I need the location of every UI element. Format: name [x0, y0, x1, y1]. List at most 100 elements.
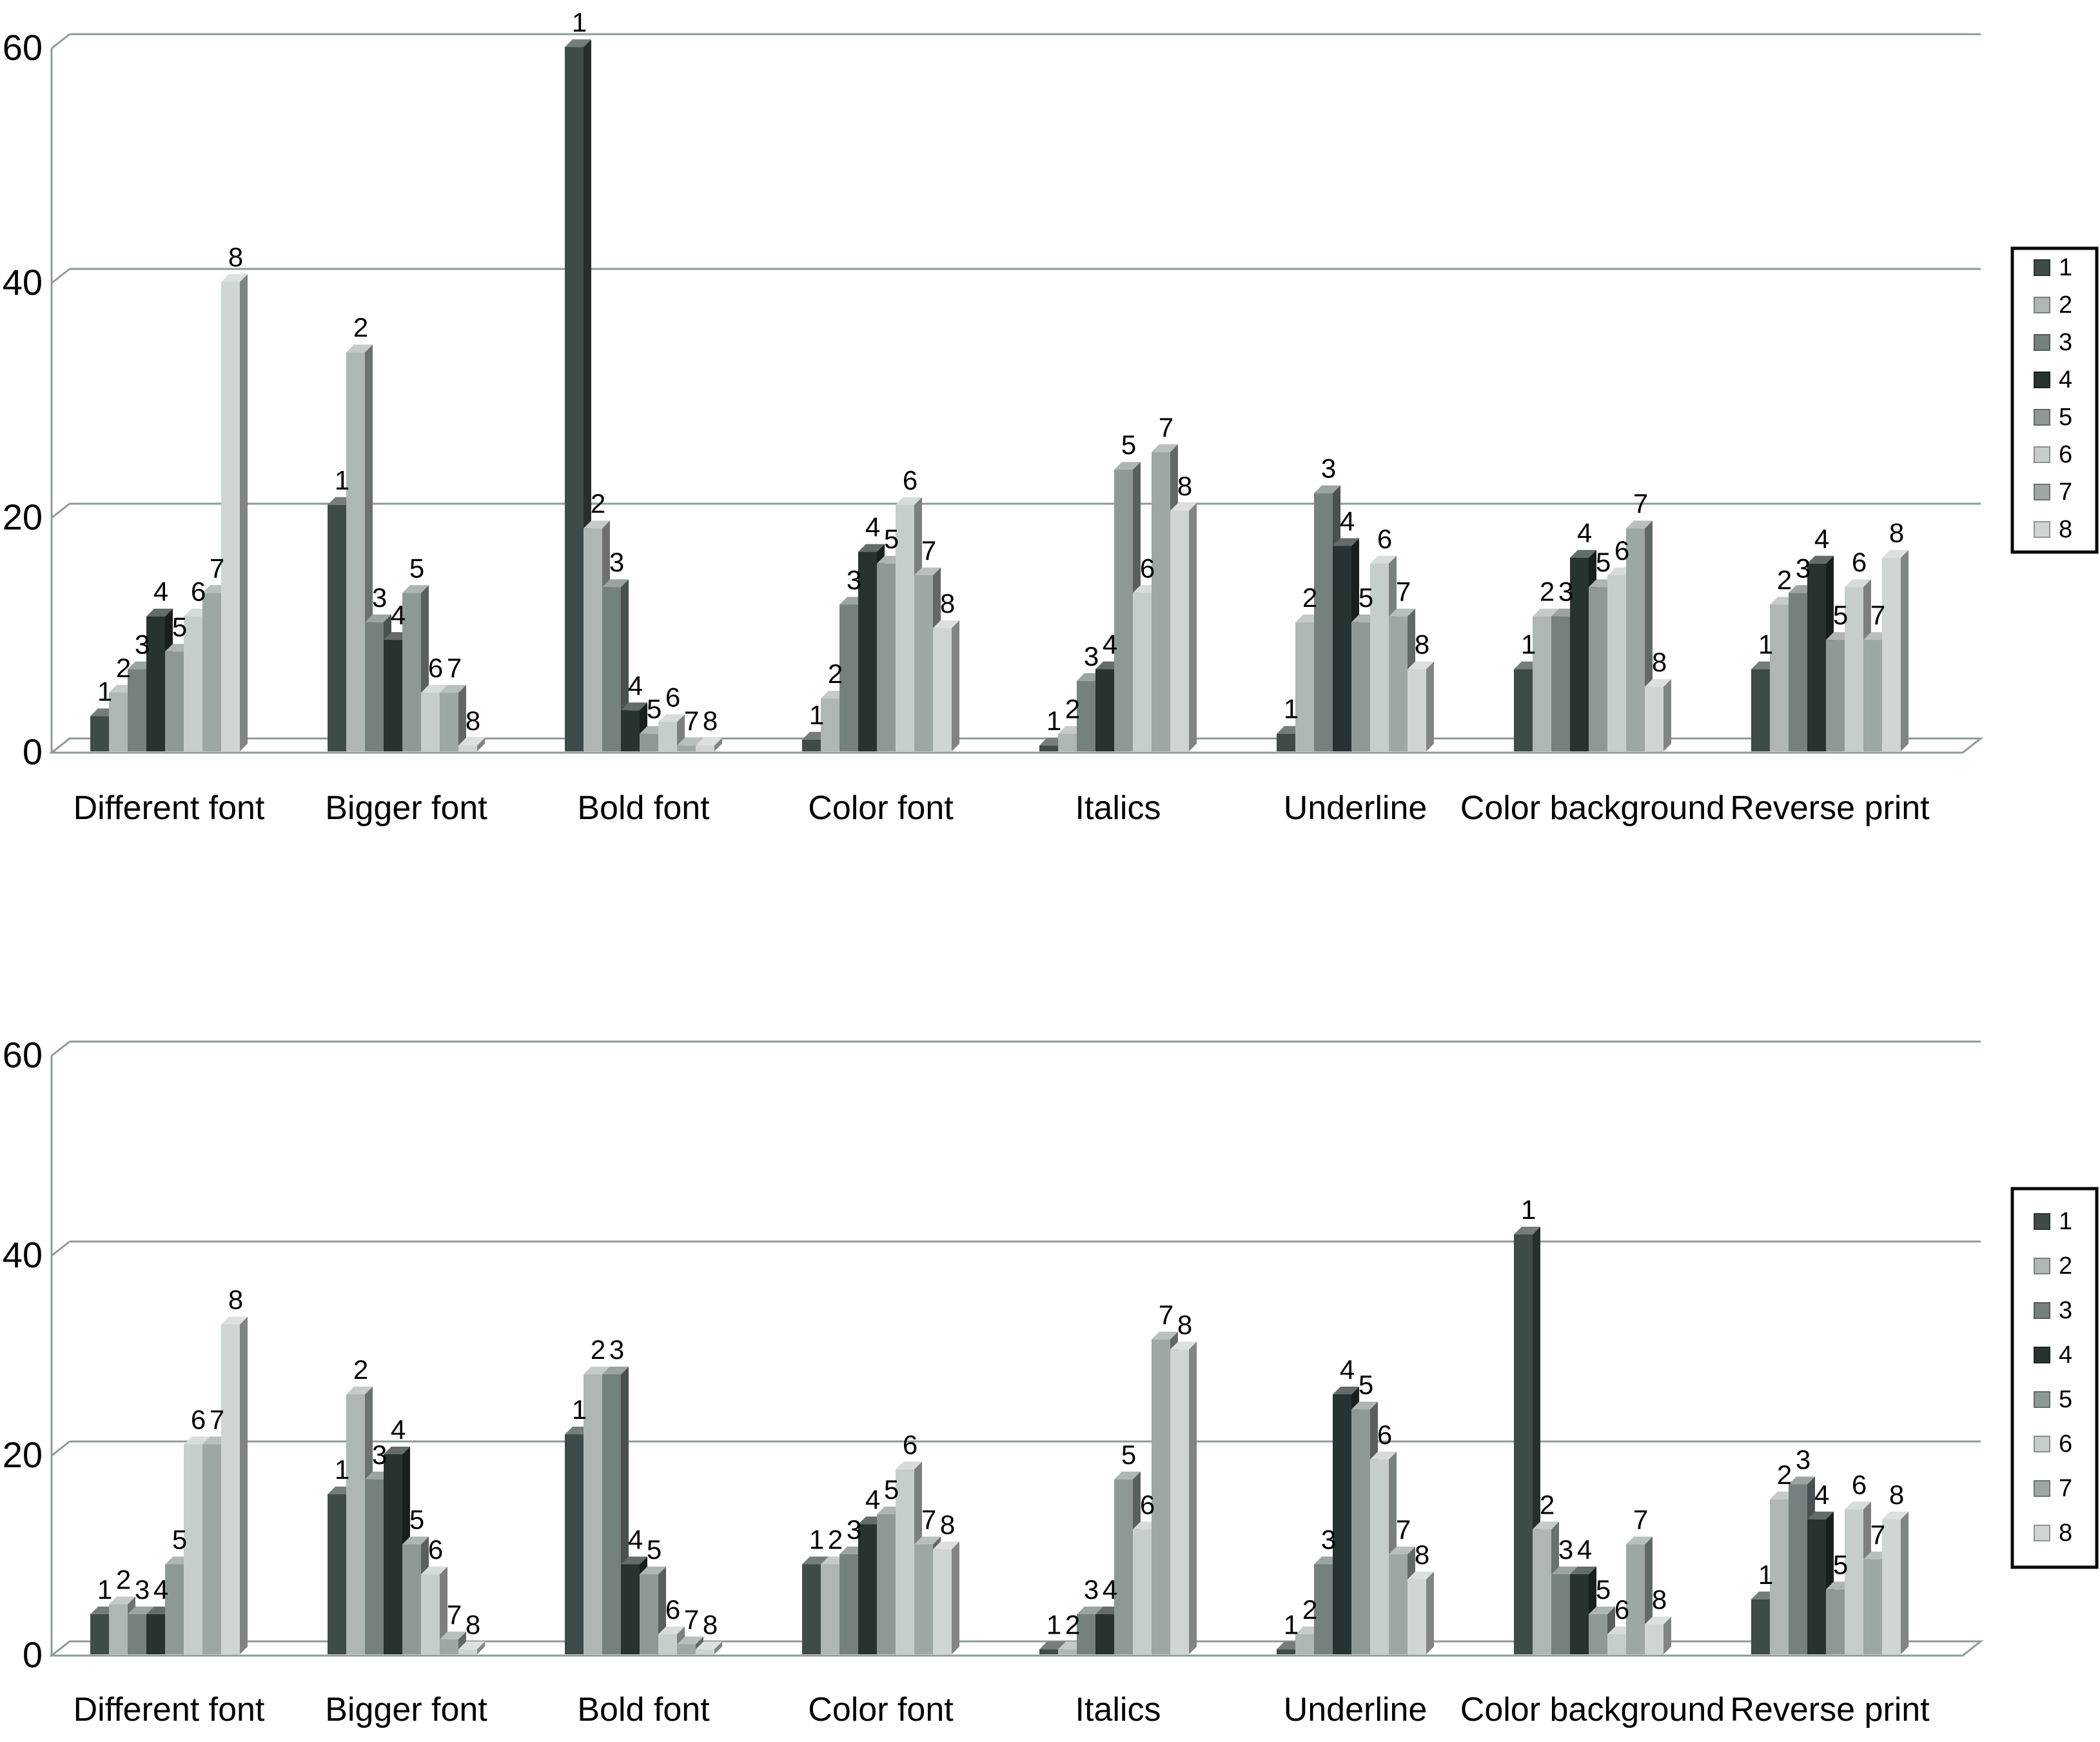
bar-series-label: 1	[97, 676, 112, 706]
bar-front-face	[202, 1444, 221, 1654]
bar-series-label: 5	[884, 1474, 899, 1505]
bar-front-face	[1645, 686, 1663, 751]
bar-front-face	[1389, 1554, 1408, 1654]
bar-top-face	[1152, 444, 1178, 452]
bar-front-face	[458, 1649, 477, 1654]
bar-front-face	[1058, 733, 1077, 751]
legend-label-5: 5	[2059, 1386, 2072, 1413]
bar-series-label: 4	[391, 1414, 406, 1445]
bar-top-face	[933, 1541, 959, 1550]
bar-top-face	[677, 737, 703, 746]
legend-swatch-2	[2034, 1258, 2050, 1274]
bar-front-face	[1533, 616, 1551, 751]
legend-entry-7: 7	[2034, 479, 2072, 506]
bar-8	[933, 1541, 959, 1654]
bar-front-face	[421, 693, 440, 751]
bar-front-face	[1770, 1499, 1789, 1654]
bar-front-face	[165, 1564, 184, 1654]
bar-top-face	[621, 702, 647, 711]
bar-front-face	[1607, 575, 1626, 751]
bar-series-label: 1	[1284, 694, 1299, 724]
legend-entry-1: 1	[2034, 254, 2072, 281]
bar-front-face	[896, 504, 914, 751]
legend-label-8: 8	[2059, 516, 2072, 543]
bar-series-label: 6	[1377, 1420, 1392, 1450]
y-tick-label-40: 40	[3, 1234, 43, 1275]
tick-connector-60	[51, 33, 70, 50]
bar-front-face	[1333, 546, 1351, 751]
bar-top-face	[109, 1596, 135, 1605]
category-label-underline: Underline	[1284, 1691, 1428, 1728]
bar-top-face	[421, 1567, 447, 1574]
bar-series-label: 6	[191, 577, 206, 607]
bar-8	[458, 737, 485, 751]
bar-series-label: 7	[447, 653, 462, 683]
bar-series-label: 2	[1777, 1460, 1792, 1490]
bar-front-face	[1751, 669, 1770, 751]
bar-front-face	[328, 504, 346, 751]
bar-top-face	[1882, 549, 1909, 558]
bar-front-face	[1570, 1574, 1589, 1654]
category-label-color-font: Color font	[808, 1691, 954, 1728]
bar-8	[1882, 1511, 1909, 1654]
bar-series-label: 6	[903, 465, 918, 495]
bar-series-label: 8	[228, 1285, 243, 1315]
bar-series-label: 4	[1814, 524, 1829, 554]
tick-connector-40	[51, 268, 70, 284]
bar-top-face	[365, 614, 391, 622]
category-label-bigger-font: Bigger font	[325, 789, 487, 827]
bar-side-face	[952, 620, 959, 751]
bar-series-label: 3	[609, 547, 624, 577]
bar-series-label: 6	[665, 682, 680, 713]
bar-series-label: 8	[1652, 1585, 1667, 1615]
bar-top-face	[1370, 1451, 1397, 1460]
bar-front-face	[602, 1374, 621, 1654]
bar-series-label: 8	[940, 588, 955, 619]
bar-front-face	[677, 745, 696, 751]
bar-top-face	[914, 1536, 941, 1545]
legend-swatch-2	[2034, 297, 2050, 313]
bar-top-face	[1789, 1476, 1815, 1485]
bar-front-face	[384, 640, 402, 751]
legend-entry-7: 7	[2034, 1475, 2072, 1502]
category-label-reverse-print: Reverse print	[1730, 789, 1930, 827]
bar-8	[1170, 1341, 1197, 1654]
bar-front-face	[90, 1614, 109, 1654]
bar-front-face	[658, 722, 677, 751]
bar-series-label: 8	[1415, 629, 1429, 660]
bar-front-face	[877, 1514, 896, 1654]
bar-side-face	[1663, 1616, 1671, 1654]
bar-front-face	[1095, 1614, 1114, 1654]
bar-front-face	[1807, 1519, 1826, 1654]
bar-front-face	[128, 669, 146, 751]
bar-front-face	[402, 1544, 421, 1654]
bar-top-face	[1314, 485, 1340, 493]
bar-series-label: 8	[1889, 518, 1904, 548]
bar-top-face	[696, 737, 722, 746]
bar-series-label: 4	[391, 600, 406, 630]
bar-front-face	[440, 693, 458, 751]
bar-top-face	[896, 1461, 922, 1470]
bar-series-label: 8	[940, 1509, 955, 1539]
bar-series-label: 4	[153, 1574, 168, 1605]
legend-entry-4: 4	[2034, 366, 2072, 393]
bar-series-label: 1	[335, 1454, 349, 1485]
bar-front-face	[1626, 1544, 1645, 1654]
bar-series-label: 7	[1396, 1514, 1411, 1545]
bar-series-label: 6	[1614, 535, 1629, 566]
bar-series-label: 6	[1140, 553, 1155, 583]
bar-series-label: 5	[647, 694, 662, 724]
bar-front-face	[1351, 622, 1370, 751]
bar-series-label: 4	[1577, 518, 1592, 548]
bar-top-face	[896, 497, 922, 505]
bar-front-face	[1589, 1614, 1607, 1654]
bar-front-face	[402, 593, 421, 751]
bar-front-face	[1863, 1559, 1882, 1654]
legend-swatch-4	[2034, 1347, 2050, 1363]
bar-series-label: 1	[335, 465, 349, 495]
bar-6	[658, 714, 685, 751]
